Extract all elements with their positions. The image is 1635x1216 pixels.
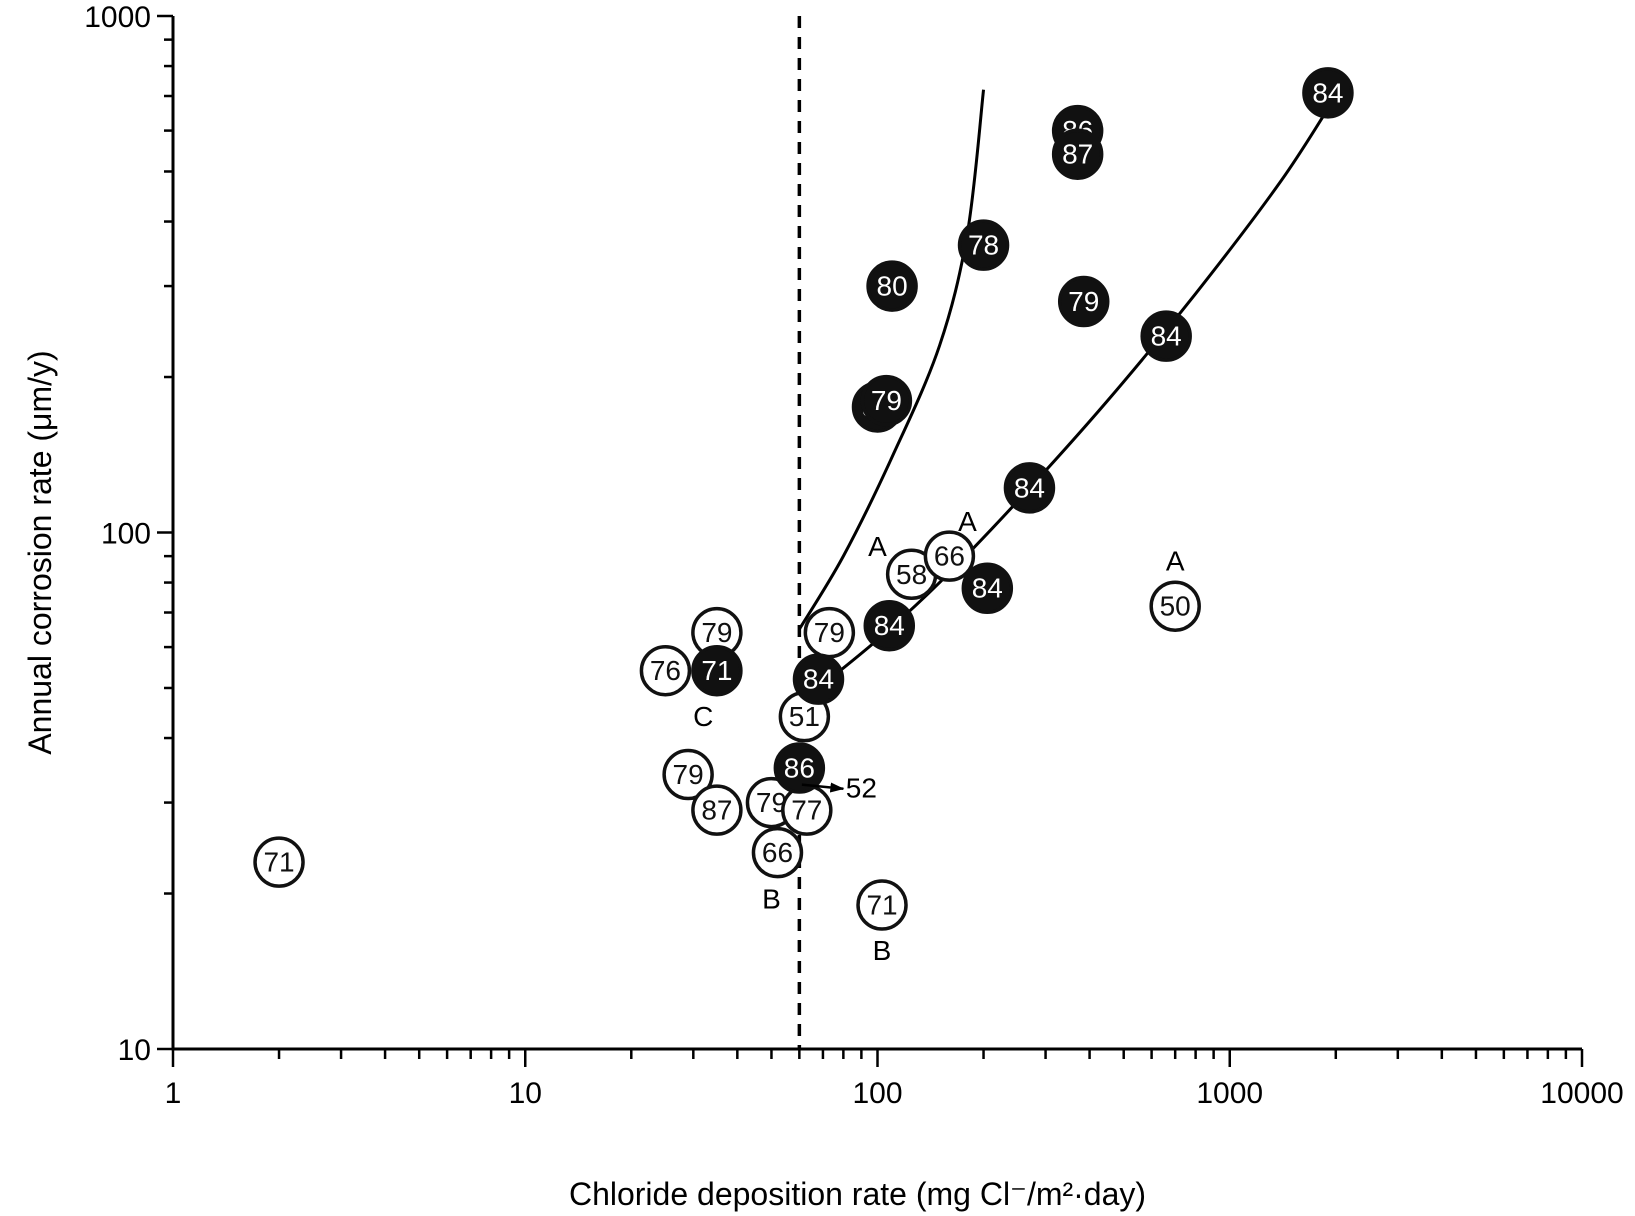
point-label: 79 — [814, 617, 845, 648]
annotation-label: B — [762, 884, 781, 915]
point-label: 87 — [701, 795, 732, 826]
point-marker — [1003, 462, 1056, 514]
point-label: 71 — [866, 890, 897, 921]
annotation-label: C — [693, 701, 713, 732]
point-label: 84 — [1151, 321, 1182, 352]
filled-point: 87 — [1051, 128, 1104, 180]
open-point: 71 — [856, 879, 908, 931]
x-tick-label: 10 — [509, 1077, 542, 1110]
point-marker — [662, 748, 714, 801]
annotations: A A A C B B 52 — [693, 506, 1185, 966]
open-point: 77 — [781, 784, 833, 836]
open-point: 71 — [253, 836, 305, 888]
annotation-label: B — [873, 935, 892, 966]
open-point: 79 — [662, 748, 714, 801]
filled-point: 84 — [1302, 67, 1354, 119]
point-marker — [923, 530, 976, 582]
annotation-label: A — [868, 531, 887, 562]
point-label: 84 — [1312, 77, 1343, 108]
point-marker — [691, 784, 743, 836]
axes: 1 10 100 1000 10000 10 100 1000 — [84, 1, 1623, 1110]
filled-point: 86 — [773, 742, 826, 794]
x-tick-label: 1000 — [1196, 1077, 1263, 1110]
filled-point: 78 — [957, 219, 1010, 271]
point-marker — [866, 260, 918, 312]
open-point: 79 — [803, 606, 856, 659]
point-label: 84 — [874, 610, 905, 641]
y-axis-title: Annual corrosion rate (μm/y) — [22, 350, 58, 754]
point-label: 50 — [1160, 591, 1191, 622]
point-marker — [751, 826, 804, 879]
point-marker — [1302, 67, 1354, 119]
y-tick-label: 1000 — [84, 1, 151, 34]
point-label: 66 — [762, 837, 793, 868]
point-label: 79 — [871, 385, 902, 416]
open-point: 66 — [923, 530, 976, 582]
point-label: 66 — [934, 541, 965, 572]
y-tick-label: 10 — [118, 1034, 151, 1067]
point-marker — [860, 374, 913, 427]
point-marker — [1149, 580, 1201, 632]
point-label: 87 — [1062, 139, 1093, 170]
filled-point: 71 — [691, 644, 743, 697]
filled-point: 84 — [1003, 462, 1056, 514]
point-label: 84 — [1014, 472, 1045, 503]
point-label: 79 — [701, 617, 732, 648]
point-label: 80 — [877, 271, 908, 302]
open-point: 58 — [885, 548, 938, 601]
point-label: 51 — [789, 701, 820, 732]
point-marker — [691, 644, 743, 697]
annotation-label: A — [1166, 546, 1185, 577]
point-marker — [957, 219, 1010, 271]
annotation-label: A — [958, 506, 977, 537]
point-marker — [863, 599, 916, 652]
open-point: 87 — [691, 784, 743, 836]
filled-point: 84 — [863, 599, 916, 652]
point-marker — [773, 742, 826, 794]
point-label: 58 — [896, 559, 927, 590]
point-marker — [792, 653, 845, 705]
point-label: 71 — [701, 655, 732, 686]
filled-point: 80 — [866, 260, 918, 312]
point-label: 84 — [972, 573, 1003, 604]
point-marker — [253, 836, 305, 888]
annotation-label: 52 — [846, 773, 877, 804]
filled-point: 84 — [961, 562, 1014, 614]
filled-point: 84 — [1140, 310, 1192, 362]
point-marker — [639, 644, 692, 697]
open-point: 50 — [1149, 580, 1201, 632]
annotation-arrow — [801, 782, 845, 793]
point-label: 79 — [1068, 286, 1099, 317]
point-label: 78 — [968, 230, 999, 261]
point-marker — [961, 562, 1014, 614]
data-points: 7176797987797766517958665071718486848486… — [253, 67, 1354, 931]
fit-curve — [798, 89, 986, 630]
point-marker — [1140, 310, 1192, 362]
filled-point: 84 — [792, 653, 845, 705]
point-label: 86 — [784, 752, 815, 783]
x-axis-title: Chloride deposition rate (mg Cl⁻/m²·day) — [569, 1176, 1146, 1212]
x-tick-label: 10000 — [1540, 1077, 1623, 1110]
point-label: 84 — [803, 664, 834, 695]
point-marker — [856, 879, 908, 931]
x-tick-label: 100 — [852, 1077, 902, 1110]
open-point: 76 — [639, 644, 692, 697]
point-marker — [1057, 275, 1110, 328]
point-marker — [1051, 128, 1104, 180]
point-label: 71 — [263, 847, 294, 878]
x-tick-label: 1 — [165, 1077, 182, 1110]
point-label: 79 — [673, 759, 704, 790]
filled-point: 79 — [860, 374, 913, 427]
y-tick-label: 100 — [101, 518, 151, 551]
point-label: 76 — [650, 655, 681, 686]
filled-point: 79 — [1057, 275, 1110, 328]
point-label: 77 — [791, 795, 822, 826]
open-point: 66 — [751, 826, 804, 879]
